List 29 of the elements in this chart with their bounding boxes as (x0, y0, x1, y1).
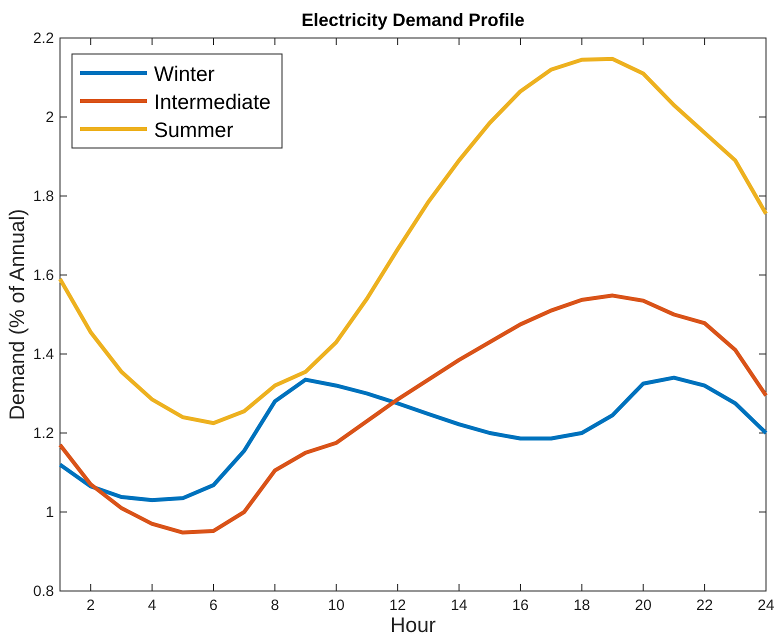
x-tick-label: 12 (389, 597, 406, 614)
line-series (58, 294, 768, 535)
y-tick-label: 1.4 (33, 346, 54, 363)
y-tick-label: 2.2 (33, 30, 54, 47)
x-axis-title: Hour (390, 614, 436, 637)
x-tick-label: 2 (86, 597, 95, 614)
y-axis-title: Demand (% of Annual) (6, 208, 29, 420)
legend-label: Intermediate (154, 91, 271, 114)
x-tick-label: 18 (573, 597, 590, 614)
y-tick-label: 1.2 (33, 425, 54, 442)
x-tick-label: 8 (270, 597, 280, 614)
line-series (58, 56, 768, 426)
x-tick-label: 24 (758, 597, 774, 614)
y-tick-label: 0.8 (33, 583, 54, 600)
y-tick-label: 1 (46, 504, 54, 521)
chart-title: Electricity Demand Profile (301, 10, 525, 30)
x-tick-label: 16 (512, 597, 529, 614)
y-tick-label: 2 (46, 109, 54, 126)
x-tick-label: 22 (696, 597, 713, 614)
x-tick-label: 20 (634, 597, 652, 614)
y-tick-label: 1.8 (33, 188, 54, 205)
x-tick-label: 10 (328, 597, 345, 614)
line-series (58, 376, 768, 502)
x-tick-label: 14 (450, 597, 468, 614)
x-tick-label: 6 (209, 597, 218, 614)
y-tick-label: 1.6 (33, 267, 54, 284)
x-tick-label: 4 (148, 597, 156, 614)
legend-label: Winter (154, 63, 215, 86)
legend-label: Summer (154, 119, 234, 142)
